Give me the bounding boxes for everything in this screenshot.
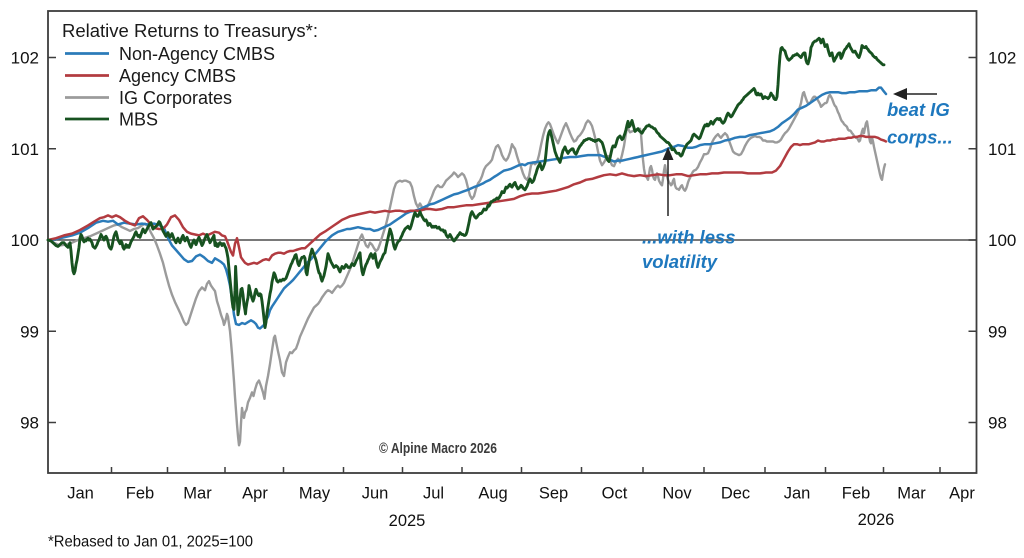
svg-text:2026: 2026 [858, 511, 895, 529]
svg-text:Nov: Nov [662, 485, 692, 503]
svg-text:Jun: Jun [362, 485, 389, 503]
svg-text:*Rebased to Jan 01, 2025=100: *Rebased to Jan 01, 2025=100 [48, 534, 253, 551]
svg-text:Dec: Dec [721, 485, 750, 503]
svg-text:Feb: Feb [126, 485, 154, 503]
svg-text:Mar: Mar [183, 485, 212, 503]
svg-text:102: 102 [988, 49, 1016, 68]
svg-text:99: 99 [20, 322, 39, 341]
svg-text:Aug: Aug [478, 485, 507, 503]
svg-text:volatility: volatility [642, 251, 719, 272]
svg-text:Apr: Apr [242, 485, 268, 503]
svg-text:101: 101 [11, 140, 39, 159]
svg-text:© Alpine Macro 2026: © Alpine Macro 2026 [379, 441, 497, 457]
svg-text:Feb: Feb [842, 485, 870, 503]
svg-text:Mar: Mar [897, 485, 926, 503]
svg-text:May: May [299, 485, 331, 503]
svg-text:98: 98 [988, 414, 1007, 433]
svg-text:Non-Agency CMBS: Non-Agency CMBS [119, 44, 275, 64]
svg-text:...with less: ...with less [642, 227, 736, 248]
svg-text:Relative Returns to Treasurys*: Relative Returns to Treasurys*: [62, 21, 318, 41]
svg-text:Jan: Jan [67, 485, 94, 503]
svg-text:98: 98 [20, 414, 39, 433]
svg-text:IG Corporates: IG Corporates [119, 88, 232, 108]
svg-text:Apr: Apr [949, 485, 975, 503]
svg-text:MBS: MBS [119, 109, 158, 129]
svg-text:100: 100 [988, 231, 1016, 250]
svg-text:2025: 2025 [389, 512, 426, 530]
svg-text:101: 101 [988, 140, 1016, 159]
svg-text:corps...: corps... [887, 127, 953, 148]
svg-text:beat IG: beat IG [887, 99, 950, 120]
svg-text:100: 100 [11, 231, 39, 250]
svg-text:102: 102 [11, 49, 39, 68]
svg-text:Oct: Oct [602, 485, 628, 503]
svg-text:Sep: Sep [539, 485, 568, 503]
svg-text:99: 99 [988, 322, 1007, 341]
svg-text:Jul: Jul [423, 485, 444, 503]
svg-text:Agency CMBS: Agency CMBS [119, 66, 236, 86]
svg-text:Jan: Jan [784, 485, 811, 503]
